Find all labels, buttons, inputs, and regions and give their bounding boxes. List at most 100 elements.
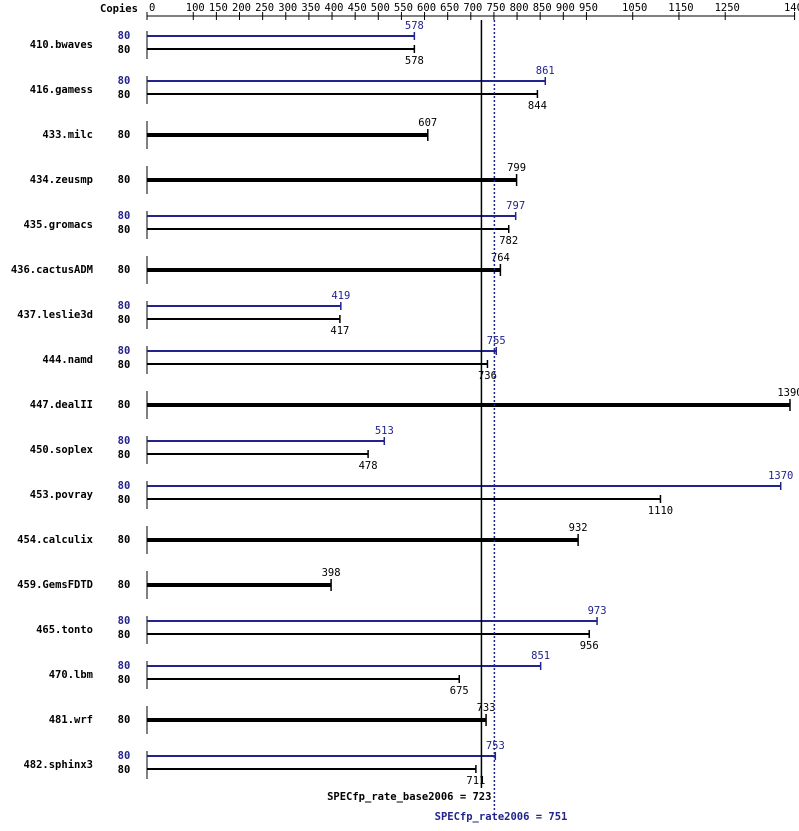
copies-label: 80 — [118, 449, 131, 461]
value-label: 419 — [331, 290, 350, 302]
reference-label: SPECfp_rate_base2006 = 723 — [327, 791, 491, 803]
category-label: 450.soplex — [30, 444, 94, 456]
copies-label: 80 — [118, 300, 131, 312]
category-label: 481.wrf — [49, 714, 93, 726]
bar — [147, 538, 579, 542]
copies-header: Copies — [100, 3, 138, 15]
x-tick-label: 450 — [348, 2, 367, 14]
bar — [147, 48, 415, 50]
value-label: 1370 — [768, 470, 793, 482]
copies-label: 80 — [118, 435, 131, 447]
copies-label: 80 — [118, 75, 131, 87]
x-tick-label: 750 — [486, 2, 505, 14]
category-label: 470.lbm — [49, 669, 93, 681]
category-label: 433.milc — [42, 129, 93, 141]
reference-label: SPECfp_rate2006 = 751 — [435, 811, 568, 823]
value-label: 799 — [507, 162, 526, 174]
x-tick-label: 900 — [556, 2, 575, 14]
copies-label: 80 — [118, 399, 131, 411]
bar — [147, 620, 598, 622]
x-tick-label: 150 — [209, 2, 228, 14]
value-label: 973 — [588, 605, 607, 617]
value-label: 844 — [528, 100, 547, 112]
x-tick-label: 1050 — [622, 2, 647, 14]
bar — [147, 178, 517, 182]
bar — [147, 440, 385, 442]
value-label: 398 — [322, 567, 341, 579]
bar — [147, 268, 501, 272]
x-tick-label: 100 — [186, 2, 205, 14]
bar — [147, 665, 541, 667]
copies-label: 80 — [118, 89, 131, 101]
value-label: 1390 — [777, 387, 799, 399]
x-tick-label: 0 — [149, 2, 155, 14]
bar — [147, 35, 415, 37]
value-label: 861 — [536, 65, 555, 77]
category-label: 454.calculix — [17, 534, 94, 546]
bar — [147, 583, 332, 587]
value-label: 675 — [450, 685, 469, 697]
x-tick-label: 400 — [325, 2, 344, 14]
copies-label: 80 — [118, 714, 131, 726]
category-label: 436.cactusADM — [11, 264, 93, 276]
x-tick-label: 300 — [278, 2, 297, 14]
category-label: 444.namd — [42, 354, 93, 366]
copies-label: 80 — [118, 44, 131, 56]
category-label: 482.sphinx3 — [23, 759, 93, 771]
copies-label: 80 — [118, 480, 131, 492]
value-label: 711 — [466, 775, 485, 787]
bar — [147, 350, 497, 352]
x-tick-label: 550 — [394, 2, 413, 14]
value-label: 733 — [477, 702, 496, 714]
category-label: 410.bwaves — [30, 39, 93, 51]
value-label: 417 — [330, 325, 349, 337]
copies-label: 80 — [118, 210, 131, 222]
value-label: 753 — [486, 740, 505, 752]
copies-label: 80 — [118, 660, 131, 672]
copies-label: 80 — [118, 764, 131, 776]
value-label: 513 — [375, 425, 394, 437]
copies-label: 80 — [118, 129, 131, 141]
copies-label: 80 — [118, 224, 131, 236]
bar — [147, 485, 781, 487]
copies-label: 80 — [118, 345, 131, 357]
copies-label: 80 — [118, 264, 131, 276]
value-label: 956 — [580, 640, 599, 652]
value-label: 1110 — [648, 505, 673, 517]
bar — [147, 678, 460, 680]
copies-label: 80 — [118, 750, 131, 762]
bar — [147, 133, 428, 137]
value-label: 607 — [418, 117, 437, 129]
bar — [147, 228, 509, 230]
bar — [147, 633, 590, 635]
copies-label: 80 — [118, 534, 131, 546]
bar — [147, 453, 369, 455]
x-tick-label: 800 — [510, 2, 529, 14]
copies-label: 80 — [118, 314, 131, 326]
value-label: 478 — [359, 460, 378, 472]
value-label: 851 — [531, 650, 550, 662]
x-tick-label: 700 — [463, 2, 482, 14]
x-tick-label: 200 — [232, 2, 251, 14]
bar — [147, 768, 476, 770]
copies-label: 80 — [118, 359, 131, 371]
x-tick-label: 650 — [440, 2, 459, 14]
copies-label: 80 — [118, 494, 131, 506]
value-label: 755 — [487, 335, 506, 347]
value-label: 578 — [405, 55, 424, 67]
bar — [147, 80, 546, 82]
value-label: 578 — [405, 20, 424, 32]
value-label: 764 — [491, 252, 510, 264]
x-tick-label: 850 — [533, 2, 552, 14]
copies-label: 80 — [118, 30, 131, 42]
category-label: 465.tonto — [36, 624, 93, 636]
category-label: 459.GemsFDTD — [17, 579, 93, 591]
x-tick-label: 500 — [371, 2, 390, 14]
category-label: 447.dealII — [30, 399, 93, 411]
value-label: 932 — [569, 522, 588, 534]
bar — [147, 318, 340, 320]
x-tick-label: 1250 — [715, 2, 740, 14]
value-label: 736 — [478, 370, 497, 382]
